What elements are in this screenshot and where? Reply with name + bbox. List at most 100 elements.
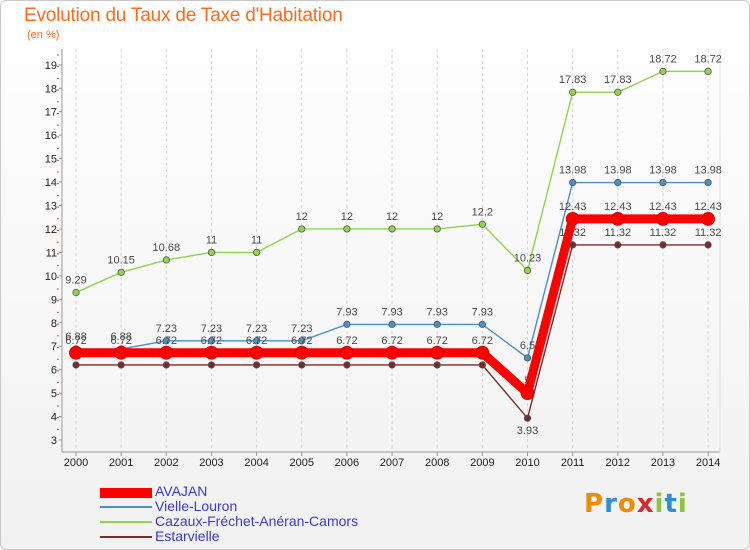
data-point [204, 345, 219, 360]
data-label: 12.43 [694, 201, 722, 213]
data-label: 12 [341, 211, 353, 223]
legend-label: Cazaux-Fréchet-Anéran-Camors [155, 513, 359, 529]
data-label: 11.32 [695, 227, 722, 239]
series-avajan [69, 211, 715, 401]
data-point [162, 256, 170, 264]
y-tick-label: 18 [45, 83, 57, 95]
data-label: 6.88 [110, 331, 131, 343]
data-point [656, 211, 670, 226]
data-label: 12.2 [472, 206, 493, 218]
data-label: 17.83 [559, 74, 587, 86]
data-point [610, 211, 625, 226]
data-label: 13.98 [559, 165, 587, 177]
legend-swatch [100, 488, 152, 498]
data-point [701, 211, 715, 226]
data-label: 6.72 [426, 335, 447, 347]
y-tick-label: 4 [51, 412, 57, 424]
x-tick-label: 2004 [244, 457, 268, 469]
data-point [478, 361, 486, 369]
data-point [478, 220, 486, 228]
data-point [207, 248, 216, 256]
data-point [659, 67, 667, 75]
y-tick-label: 3 [51, 435, 57, 447]
logo-letter: i [654, 489, 665, 519]
data-point [162, 337, 170, 345]
logo-letter: P [584, 489, 605, 519]
data-point [72, 361, 80, 369]
y-tick-label: 12 [45, 224, 57, 236]
data-label: 7.23 [156, 323, 177, 335]
data-label: 6.72 [381, 335, 402, 347]
y-tick-label: 8 [51, 318, 57, 330]
data-point [659, 178, 667, 187]
data-point [565, 211, 580, 226]
data-point [253, 361, 261, 369]
data-point [159, 345, 174, 360]
data-label: 12.43 [604, 201, 632, 213]
data-point [339, 345, 354, 360]
y-tick-label: 10 [45, 271, 57, 283]
logo-letter: t [664, 489, 678, 519]
data-point [253, 248, 261, 256]
legend-swatch [100, 506, 152, 508]
data-label: 6.72 [201, 335, 222, 347]
data-point [117, 268, 125, 276]
data-label: 6.72 [110, 335, 131, 347]
x-tick-label: 2010 [515, 457, 539, 469]
data-label: 6.72 [336, 335, 357, 347]
y-tick-label: 13 [45, 201, 57, 213]
x-tick-label: 2002 [154, 457, 178, 469]
data-point [704, 241, 712, 249]
data-label: 6.5 [520, 340, 535, 352]
data-point [72, 288, 80, 297]
data-point [433, 225, 441, 233]
data-point [433, 320, 441, 328]
data-label: 7.23 [201, 323, 222, 335]
chart-unit: (en %) [27, 29, 60, 41]
y-tick-label: 16 [45, 130, 57, 142]
data-point [388, 320, 396, 328]
data-point [207, 337, 216, 345]
logo-letter: o [617, 489, 637, 519]
data-label: 11 [251, 234, 262, 246]
y-tick-label: 14 [45, 177, 57, 189]
data-label: 12 [296, 211, 308, 223]
data-label: 7.93 [472, 306, 493, 318]
x-tick-label: 2006 [335, 457, 359, 469]
series-estarvielle [72, 241, 712, 422]
data-point [294, 345, 309, 360]
data-point [569, 241, 577, 249]
data-point [704, 178, 712, 187]
y-tick-label: 6 [51, 365, 57, 377]
data-point [207, 361, 216, 369]
data-label: 10.68 [153, 242, 181, 254]
data-label: 18.72 [694, 53, 722, 65]
data-point [114, 345, 129, 360]
data-point [385, 345, 399, 360]
data-point [523, 414, 532, 422]
x-tick-label: 2008 [425, 457, 449, 469]
data-point [430, 345, 445, 360]
y-tick-label: 15 [45, 154, 57, 166]
data-point [298, 225, 306, 233]
data-point [343, 225, 351, 233]
x-tick-label: 2012 [606, 457, 630, 469]
data-point [659, 241, 667, 249]
data-label: 12 [431, 211, 443, 223]
data-point [298, 361, 306, 369]
data-label: 7.23 [246, 323, 267, 335]
data-point [478, 320, 486, 328]
data-label: 6.72 [472, 335, 493, 347]
data-label: 6.72 [291, 335, 312, 347]
data-label: 13.98 [694, 165, 722, 177]
data-point [475, 345, 490, 360]
data-label: 13.98 [649, 165, 677, 177]
y-tick-label: 9 [51, 294, 57, 306]
data-label: 6.72 [246, 335, 267, 347]
data-label: 11 [206, 234, 217, 246]
data-label: 10.23 [514, 252, 542, 264]
data-label: 7.93 [336, 306, 357, 318]
data-label: 17.83 [604, 74, 632, 86]
